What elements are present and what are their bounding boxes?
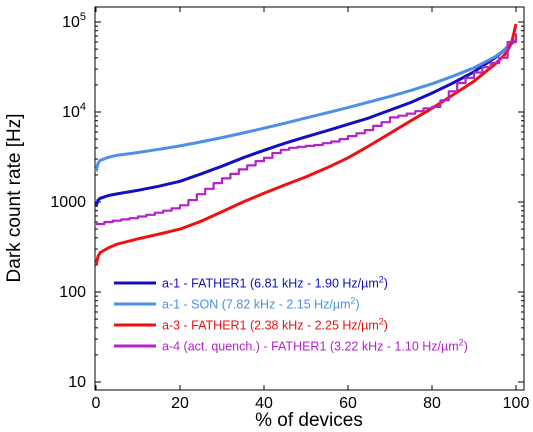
x-tick-label: 80 <box>423 395 441 412</box>
x-tick-label: 60 <box>339 395 357 412</box>
x-axis-ticks: 0 20 40 60 80 100 <box>92 7 530 412</box>
legend-entry: a-1 - SON (7.82 kHz - 2.15 Hz/µm2) <box>162 296 360 312</box>
y-tick-label: 104 <box>62 101 86 121</box>
y-tick-label: 105 <box>62 11 86 31</box>
legend-entry: a-4 (act. quench.) - FATHER1 (3.22 kHz -… <box>162 338 468 354</box>
series-line-2 <box>94 38 517 172</box>
y-tick-label: 10 <box>68 374 86 391</box>
x-tick-label: 0 <box>92 395 101 412</box>
series-line-1 <box>94 39 517 207</box>
series-line-3 <box>94 23 518 266</box>
legend: a-1 - FATHER1 (6.81 kHz - 1.90 Hz/µm2) a-… <box>114 275 468 354</box>
x-tick-label: 20 <box>171 395 189 412</box>
legend-entry: a-1 - FATHER1 (6.81 kHz - 1.90 Hz/µm2) <box>162 275 388 291</box>
plot-frame <box>94 6 525 391</box>
y-tick-label: 1000 <box>50 194 86 211</box>
x-tick-label: 40 <box>255 395 273 412</box>
y-axis-ticks: 10 100 1000 104 105 <box>50 11 524 391</box>
x-axis-label: % of devices <box>255 410 363 431</box>
y-tick-label: 100 <box>59 284 86 301</box>
x-tick-label: 100 <box>503 395 530 412</box>
y-axis-label: Dark count rate [Hz] <box>4 114 25 283</box>
legend-entry: a-3 - FATHER1 (2.38 kHz - 2.25 Hz/µm2) <box>162 317 388 333</box>
series-line-4 <box>96 33 518 226</box>
series-lines <box>94 23 518 266</box>
